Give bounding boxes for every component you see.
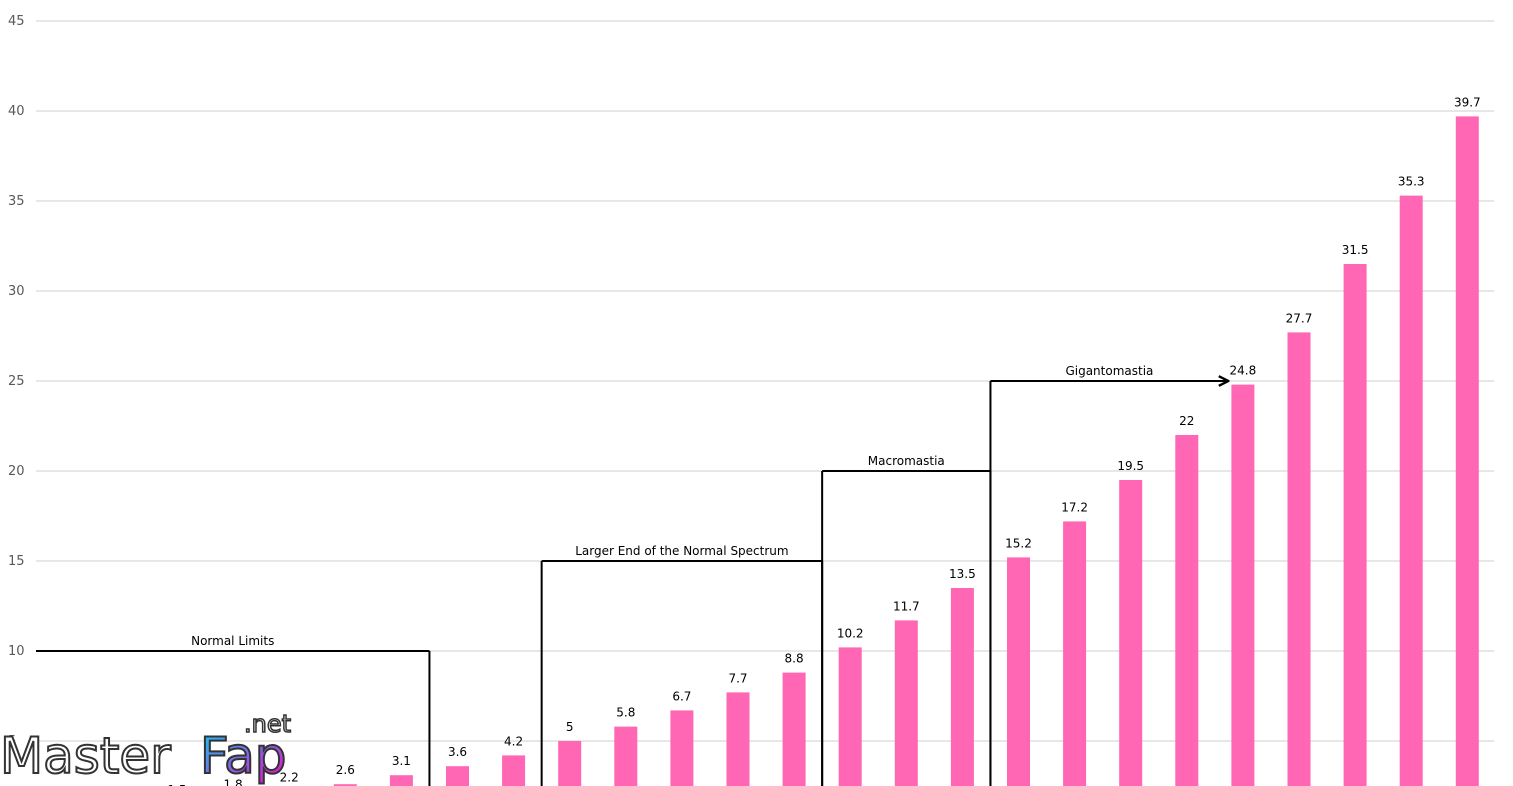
annotation-label: Larger End of the Normal Spectrum [575, 544, 788, 558]
bar [1287, 332, 1311, 786]
annotation-bracket: Normal Limits [36, 634, 431, 786]
data-label: 24.8 [1230, 364, 1257, 378]
data-label: 4.2 [504, 734, 523, 748]
y-tick-label: 30 [8, 284, 25, 299]
data-label: 17.2 [1061, 500, 1088, 514]
bar [558, 741, 582, 786]
bar [502, 755, 526, 786]
data-label: 8.8 [785, 652, 804, 666]
bar [726, 692, 750, 786]
y-tick-label: 25 [8, 374, 25, 389]
data-label: 2.6 [336, 763, 355, 777]
data-label: 22 [1179, 414, 1194, 428]
data-labels: 1.5 1.8 2.2 2.6 3.1 3.6 4.2 5 5.8 6.7 7.7 8.8 10.2 11… [167, 95, 1480, 786]
annotation-brackets: Normal Limits Larger End of the Normal Sp… [36, 364, 1228, 786]
annotation-label: Macromastia [868, 454, 945, 468]
annotation-bracket: Gigantomastia [989, 364, 1228, 786]
bars [333, 116, 1479, 786]
data-label: 39.7 [1454, 95, 1481, 109]
watermark-fap-text: Fap [200, 727, 287, 785]
y-tick-label: 10 [8, 644, 25, 659]
bar [1175, 435, 1199, 786]
y-tick-label: 5 [8, 734, 16, 749]
bar [1343, 264, 1367, 786]
data-label: 1.5 [167, 783, 186, 786]
data-label: 7.7 [728, 671, 747, 685]
data-label: 27.7 [1286, 311, 1313, 325]
bar [1119, 480, 1143, 786]
y-tick-label: 45 [8, 14, 25, 29]
bar [389, 775, 413, 786]
bar [333, 784, 357, 786]
data-label: 6.7 [672, 689, 691, 703]
bar [670, 710, 694, 786]
annotation-label: Normal Limits [191, 634, 274, 648]
bar [1007, 557, 1030, 786]
data-label: 31.5 [1342, 243, 1369, 257]
gridlines [36, 20, 1494, 742]
data-label: 3.6 [448, 745, 467, 759]
watermark-logo: Master Fap .net [0, 709, 292, 786]
data-label: 13.5 [949, 567, 976, 581]
bar [614, 726, 638, 786]
data-label: 5 [566, 720, 574, 734]
bar [1455, 116, 1479, 786]
y-tick-label: 40 [8, 104, 25, 119]
bar [1399, 195, 1423, 786]
bar [838, 647, 862, 786]
data-label: 19.5 [1117, 459, 1144, 473]
bar [1231, 384, 1255, 786]
data-label: 5.8 [616, 706, 635, 720]
data-label: 11.7 [893, 599, 920, 613]
data-label: 2.2 [280, 770, 299, 784]
data-label: 3.1 [392, 754, 411, 768]
y-axis-tick-labels: 5 10 15 20 25 30 35 40 45 [8, 14, 25, 749]
bar [894, 620, 918, 786]
y-tick-label: 15 [8, 554, 25, 569]
bar [950, 588, 974, 786]
data-label: 35.3 [1398, 175, 1425, 189]
bar [782, 672, 806, 786]
y-tick-label: 35 [8, 194, 25, 209]
bar [1063, 521, 1087, 786]
watermark-net-text: .net [244, 710, 291, 738]
annotation-label: Gigantomastia [1065, 364, 1153, 378]
bar [446, 766, 469, 786]
data-label: 10.2 [837, 626, 864, 640]
data-label: 1.8 [224, 778, 243, 786]
data-label: 15.2 [1005, 536, 1032, 550]
watermark-master-text: Master [0, 727, 171, 785]
y-tick-label: 20 [8, 464, 25, 479]
